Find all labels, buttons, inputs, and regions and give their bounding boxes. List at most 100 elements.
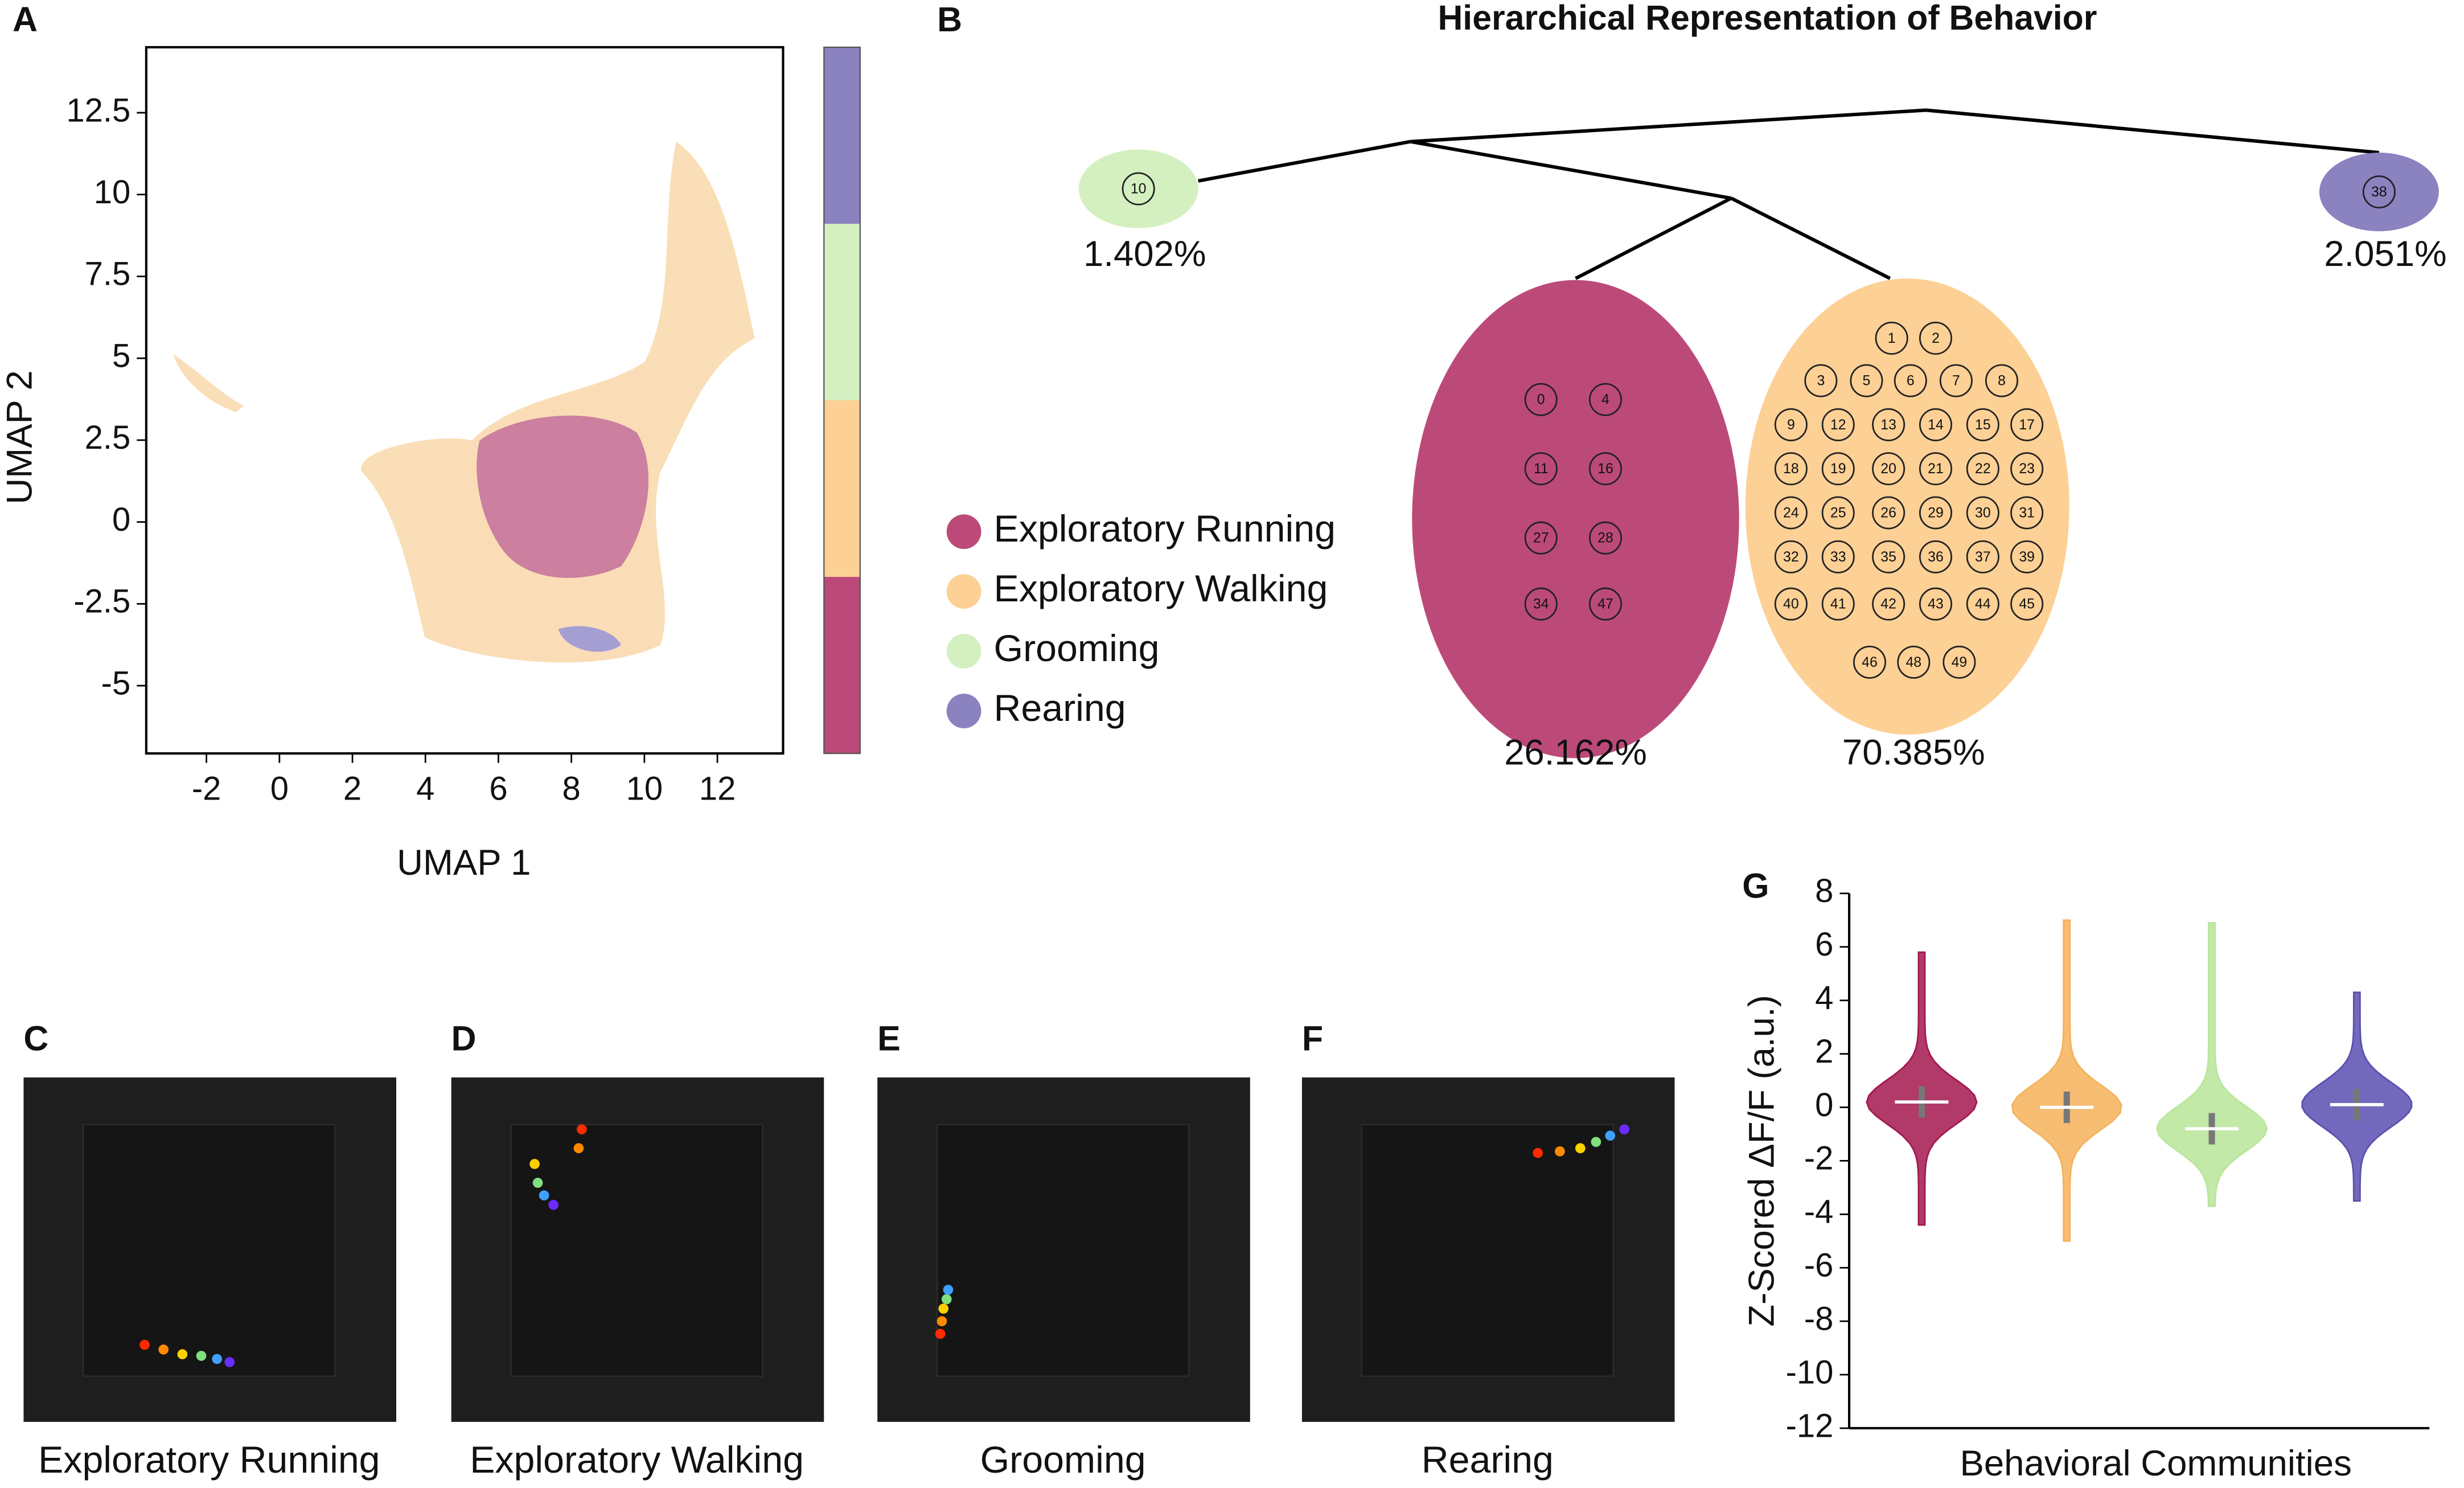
member-circle (2010, 587, 2044, 621)
member-label: 10 (1131, 181, 1147, 196)
cluster-region (477, 415, 649, 578)
member-circle (1588, 383, 1622, 416)
pose-point (196, 1351, 207, 1361)
member-circle (1821, 496, 1855, 530)
member-label: 4 (1601, 392, 1609, 408)
x-tick-label: 8 (562, 770, 581, 807)
pose-point (577, 1124, 587, 1135)
pose-point (941, 1294, 952, 1305)
member-label: 31 (2019, 505, 2035, 520)
legend-swatch (946, 574, 982, 609)
x-axis-label: Behavioral Communities (1960, 1443, 2351, 1483)
tree-edge (1410, 108, 1927, 144)
member-label: 19 (1830, 461, 1846, 477)
cluster-region (361, 141, 755, 663)
pose-point (1575, 1143, 1586, 1154)
pose-point (1605, 1130, 1616, 1141)
member-circle (1919, 540, 1952, 573)
member-circle (1872, 452, 1906, 486)
panel-letter: C (23, 1019, 48, 1058)
y-tick-label: -8 (1804, 1300, 1834, 1337)
tree-edge (1575, 196, 1732, 280)
panel-letter: F (1302, 1019, 1323, 1058)
member-circle (1943, 645, 1976, 679)
x-tick-label: 12 (699, 770, 736, 807)
member-circle (1774, 408, 1808, 441)
legend-label: Exploratory Walking (994, 568, 1328, 610)
panel-letter: E (877, 1019, 901, 1058)
y-tick-label: -6 (1804, 1247, 1834, 1284)
y-tick-label: -2.5 (73, 583, 130, 620)
cluster-share: 2.051% (2324, 233, 2446, 274)
member-label: 9 (1787, 417, 1795, 433)
arena-floor (510, 1124, 763, 1378)
member-label: 11 (1534, 461, 1549, 477)
x-axis-label: UMAP 1 (397, 842, 531, 883)
umap-decoration (173, 141, 755, 663)
legend-swatch (946, 694, 982, 728)
member-circle (1774, 452, 1808, 486)
y-tick-label: 4 (1815, 979, 1833, 1016)
member-label: 6 (1907, 373, 1915, 388)
y-tick-label: -10 (1786, 1354, 1834, 1391)
colorbar-segment (824, 400, 860, 577)
x-tick-label: 10 (626, 770, 663, 807)
member-circle (1985, 364, 2018, 397)
pose-point (1619, 1124, 1629, 1135)
member-circle (1821, 540, 1855, 573)
panel-letter: B (937, 0, 962, 39)
member-label: 33 (1830, 550, 1846, 565)
pose-point (573, 1143, 584, 1154)
pose-point (1533, 1147, 1543, 1158)
plot-frame (145, 46, 785, 755)
y-tick-label: 8 (1815, 872, 1833, 909)
cluster-node (1745, 278, 2069, 735)
member-circle (1939, 364, 1973, 397)
member-circle (1774, 496, 1808, 530)
member-label: 48 (1906, 655, 1921, 670)
cluster-share: 1.402% (1083, 233, 1206, 274)
y-tick-label: -5 (101, 665, 131, 702)
x-tick-label: 6 (489, 770, 507, 807)
pose-point (212, 1354, 222, 1364)
y-tick-label: 7.5 (85, 256, 131, 293)
snapshot-caption: Grooming (980, 1439, 1146, 1481)
member-circle (1966, 496, 1999, 530)
member-circle (1588, 587, 1622, 621)
pose-point (529, 1159, 540, 1169)
member-circle (2010, 496, 2044, 530)
member-label: 30 (1975, 505, 1991, 520)
y-tick-label: 0 (112, 501, 130, 538)
y-tick-label: 10 (94, 174, 131, 211)
member-label: 5 (1863, 373, 1871, 388)
member-circle (1872, 540, 1906, 573)
cluster-share: 26.162% (1504, 732, 1647, 773)
member-label: 13 (1880, 417, 1896, 433)
y-tick-label: 2 (1815, 1033, 1833, 1070)
member-circle (1966, 540, 1999, 573)
member-circle (1122, 172, 1155, 206)
pose-point (224, 1357, 235, 1367)
arena-floor (83, 1124, 336, 1378)
member-circle (1804, 364, 1838, 397)
member-circle (2010, 452, 2044, 486)
member-circle (1588, 521, 1622, 555)
violin-body (2011, 919, 2122, 1242)
x-tick-label: -2 (192, 770, 221, 807)
x-tick-label: 4 (416, 770, 434, 807)
cluster-node (1412, 280, 1739, 759)
member-circle (1524, 383, 1558, 416)
member-label: 49 (1952, 655, 1968, 670)
member-circle (2010, 408, 2044, 441)
member-label: 43 (1928, 597, 1944, 612)
member-circle (1524, 521, 1558, 555)
member-label: 18 (1783, 461, 1799, 477)
y-tick-label: -12 (1786, 1407, 1834, 1444)
pose-point (935, 1329, 946, 1339)
member-circle (1821, 587, 1855, 621)
pose-point (548, 1199, 559, 1210)
y-tick-label: 2.5 (85, 419, 131, 456)
pose-point (1555, 1146, 1565, 1157)
tree-edge (1730, 196, 1891, 280)
legend-swatch (946, 514, 982, 550)
